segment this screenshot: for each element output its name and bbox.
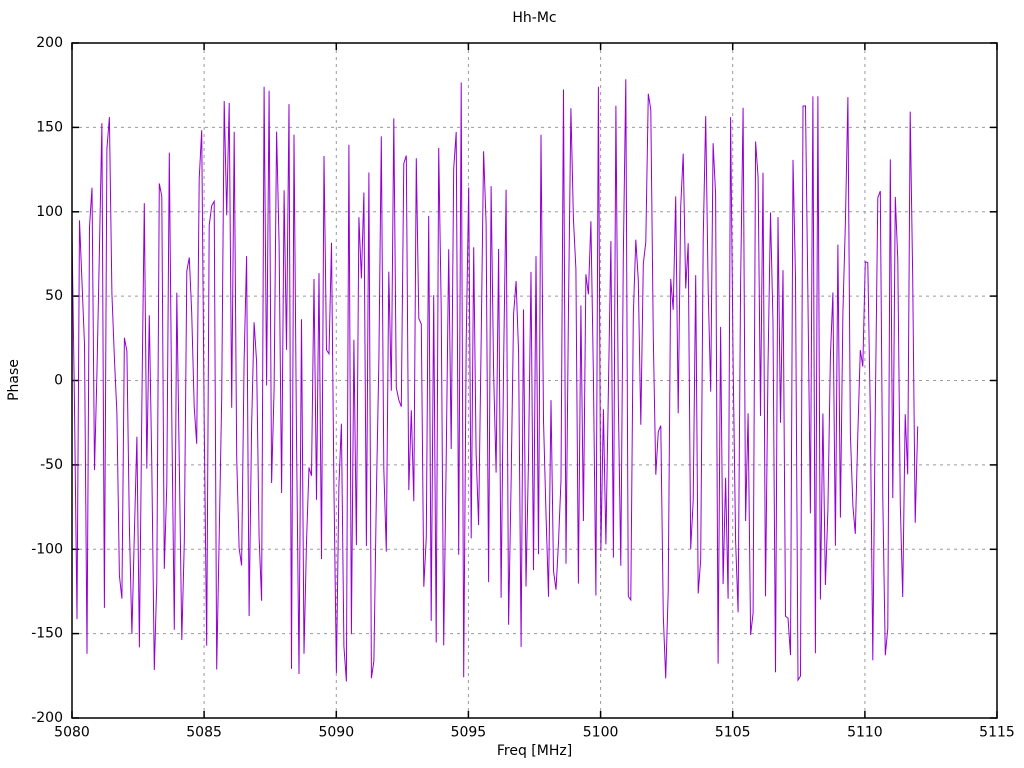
x-tick-label: 5090 <box>318 725 354 741</box>
phase-series-line <box>71 79 919 682</box>
y-tick-label: 150 <box>36 119 63 135</box>
y-tick-label: -200 <box>31 710 63 726</box>
y-tick-label: -150 <box>31 626 63 642</box>
y-tick-label: -100 <box>31 541 63 557</box>
x-tick-label: 5085 <box>186 725 222 741</box>
x-tick-label: 5100 <box>583 725 619 741</box>
y-tick-label: 200 <box>36 35 63 51</box>
x-tick-label: 5095 <box>451 725 487 741</box>
x-tick-label: 5110 <box>847 725 883 741</box>
x-tick-label: 5115 <box>979 725 1015 741</box>
plot-border <box>71 42 998 719</box>
y-tick-label: 100 <box>36 204 63 220</box>
chart-title: Hh-Mc <box>512 10 557 26</box>
y-tick-label: -50 <box>40 457 63 473</box>
y-tick-label: 0 <box>54 373 63 389</box>
x-axis-label: Freq [MHz] <box>496 743 573 759</box>
x-tick-label: 5080 <box>54 725 90 741</box>
y-tick-label: 50 <box>45 288 63 304</box>
x-tick-label: 5105 <box>715 725 751 741</box>
